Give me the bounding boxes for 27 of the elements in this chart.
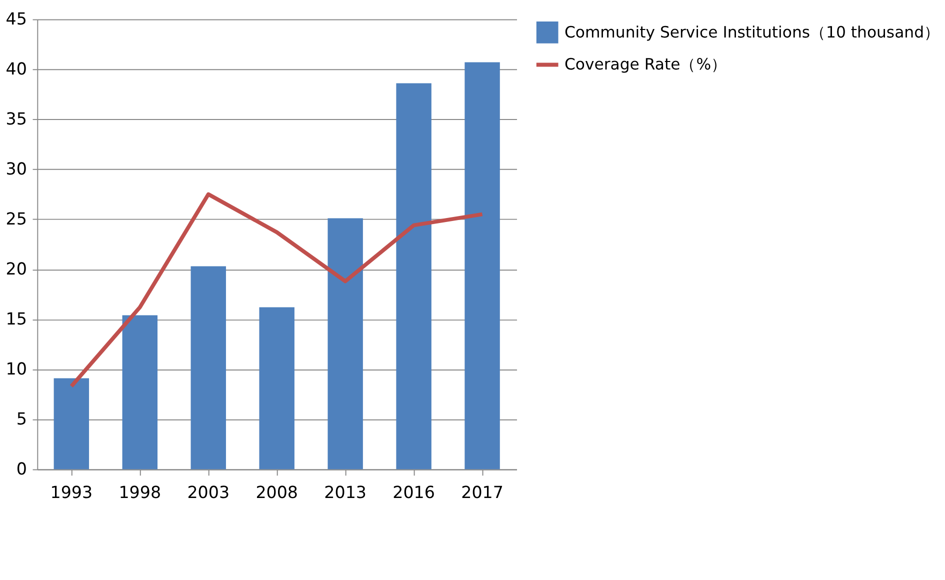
line-series — [69, 192, 484, 388]
y-tick-label: 15 — [6, 310, 27, 329]
y-tick-label: 35 — [6, 110, 27, 129]
x-tick-label: 2003 — [187, 483, 230, 502]
y-tick-label: 30 — [6, 160, 27, 179]
legend-label: Coverage Rate（%） — [564, 54, 728, 74]
y-tick-label: 20 — [6, 260, 27, 279]
x-tick-label: 2016 — [392, 483, 435, 502]
x-tick-label: 2017 — [461, 483, 504, 502]
x-tick-label: 2013 — [324, 483, 366, 502]
bar — [122, 315, 158, 470]
bar — [396, 83, 432, 470]
bar — [328, 218, 363, 470]
y-tick-label: 10 — [6, 360, 27, 379]
y-tick-label: 25 — [6, 210, 27, 229]
y-tick-label: 40 — [6, 60, 27, 79]
bar — [190, 266, 226, 470]
x-tick-label: 1998 — [118, 483, 162, 502]
y-tick-label: 5 — [16, 410, 27, 429]
x-tick-label: 2008 — [256, 483, 298, 502]
y-tick-label: 45 — [6, 10, 27, 29]
legend-label: Community Service Institutions（10 thousand） — [564, 22, 940, 42]
bar — [259, 307, 294, 470]
y-tick-label: 0 — [16, 460, 27, 479]
bar — [54, 378, 90, 470]
bar — [464, 62, 500, 470]
x-tick-label: 1993 — [50, 483, 93, 502]
